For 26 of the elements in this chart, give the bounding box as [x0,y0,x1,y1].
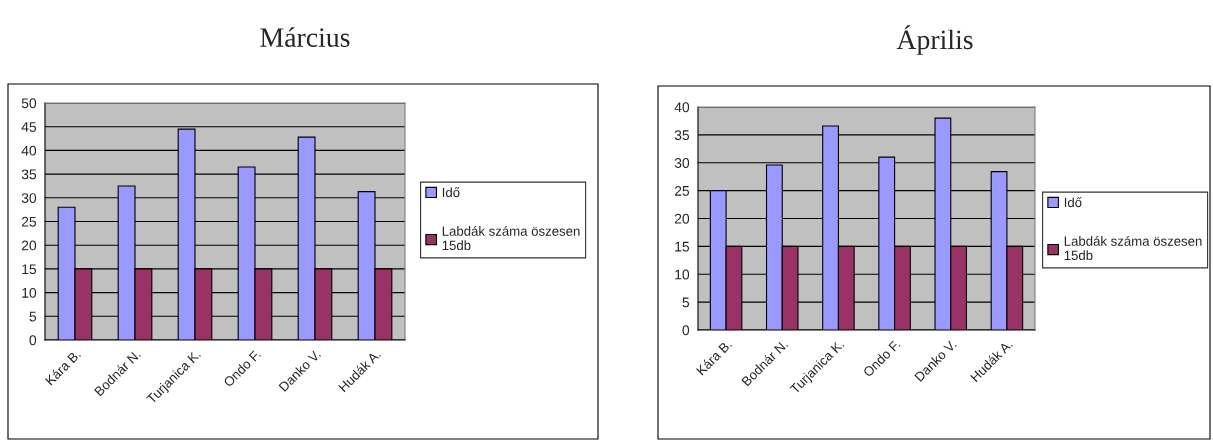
legend-label: Labdák száma öszesen 15db [1064,235,1202,261]
y-tick-label: 25 [21,216,37,227]
legend-label: Idő [442,187,460,198]
y-tick-label: 0 [29,335,37,346]
y-tick-label: 40 [21,145,37,156]
legend-label: Idő [1064,197,1082,208]
y-tick-label: 10 [675,269,690,280]
y-tick-label: 20 [674,213,690,224]
y-tick-label: 5 [29,311,37,322]
y-tick-label: 35 [674,130,690,141]
y-tick-label: 30 [21,193,37,203]
y-tick-label: 15 [675,241,690,252]
y-tick-label: 20 [21,240,37,251]
chart-title: Március [260,27,350,47]
y-tick-label: 30 [674,158,690,168]
y-tick-label: 15 [22,264,37,275]
y-tick-label: 10 [22,287,37,298]
y-tick-label: 45 [21,122,37,132]
y-tick-label: 40 [674,102,690,113]
chart-title: Április [896,25,973,55]
y-tick-label: 50 [21,98,37,109]
y-tick-label: 35 [21,169,37,180]
y-tick-label: 25 [674,185,690,196]
legend-label: Labdák száma öszesen 15db [442,225,580,251]
y-tick-label: 5 [682,297,690,308]
y-tick-label: 0 [682,325,690,336]
